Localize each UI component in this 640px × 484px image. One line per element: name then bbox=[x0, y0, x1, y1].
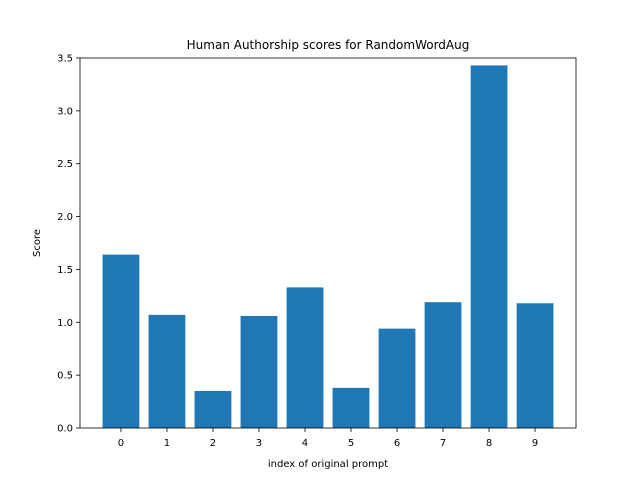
x-tick-label: 6 bbox=[394, 438, 400, 449]
y-axis-ticks: 0.0 0.5 1.0 1.5 2.0 2.5 3.0 3.5 bbox=[57, 54, 80, 435]
y-tick-label: 2.0 bbox=[57, 212, 73, 223]
bar-2 bbox=[194, 391, 232, 428]
y-tick-label: 1.5 bbox=[57, 265, 73, 276]
bar-1 bbox=[148, 314, 186, 428]
x-tick-label: 3 bbox=[256, 438, 262, 449]
y-tick-label: 0.0 bbox=[57, 424, 73, 435]
bar-9 bbox=[516, 303, 554, 428]
x-tick-label: 4 bbox=[302, 438, 308, 449]
plot-frame bbox=[79, 57, 577, 429]
chart-title: Human Authorship scores for RandomWordAu… bbox=[187, 38, 470, 52]
bars-group bbox=[102, 65, 554, 429]
x-axis-label: index of original prompt bbox=[268, 459, 388, 470]
y-tick-label: 3.0 bbox=[57, 106, 73, 117]
y-tick-label: 2.5 bbox=[57, 159, 73, 170]
bar-0 bbox=[102, 254, 140, 428]
x-tick-label: 5 bbox=[348, 438, 354, 449]
bar-4 bbox=[286, 287, 324, 428]
bar-5 bbox=[332, 387, 370, 428]
bar-6 bbox=[378, 328, 416, 428]
x-tick-label: 7 bbox=[440, 438, 446, 449]
x-tick-label: 2 bbox=[210, 438, 216, 449]
bar-7 bbox=[424, 302, 462, 428]
bar-8 bbox=[470, 65, 508, 429]
x-tick-label: 0 bbox=[118, 438, 124, 449]
x-tick-label: 9 bbox=[532, 438, 538, 449]
y-tick-label: 0.5 bbox=[57, 371, 73, 382]
y-tick-label: 3.5 bbox=[57, 54, 73, 65]
x-tick-label: 1 bbox=[164, 438, 170, 449]
y-tick-label: 1.0 bbox=[57, 318, 73, 329]
x-tick-label: 8 bbox=[486, 438, 492, 449]
bar-3 bbox=[240, 315, 278, 428]
x-axis-ticks: 0 1 2 3 4 5 6 7 8 9 bbox=[118, 428, 538, 449]
y-axis-label: Score bbox=[32, 229, 43, 257]
